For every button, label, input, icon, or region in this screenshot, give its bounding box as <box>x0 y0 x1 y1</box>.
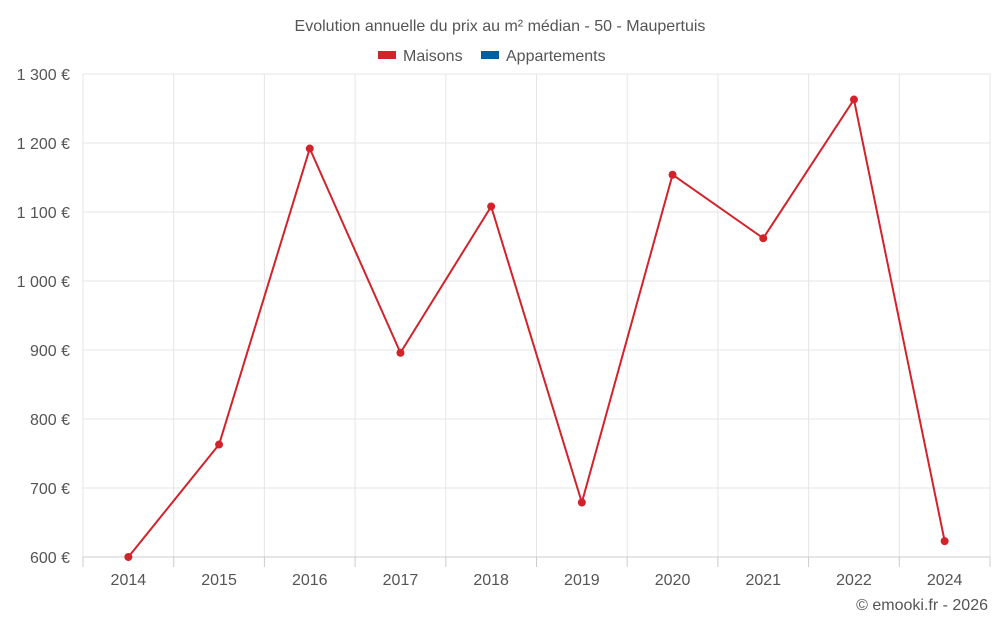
legend-item-appartements[interactable]: Appartements <box>481 48 606 65</box>
legend-label-maisons: Maisons <box>403 48 463 65</box>
x-tick-label: 2018 <box>473 572 509 589</box>
legend-label-appartements: Appartements <box>506 48 606 65</box>
legend: Maisons Appartements <box>378 48 606 65</box>
x-tick-label: 2021 <box>745 572 781 589</box>
y-tick-label: 800 € <box>30 412 70 429</box>
series-maisons <box>124 95 949 561</box>
data-point-maisons[interactable] <box>305 144 314 153</box>
y-tick-label: 600 € <box>30 550 70 567</box>
chart-title: Evolution annuelle du prix au m² médian … <box>295 18 706 35</box>
x-tick-label: 2017 <box>383 572 419 589</box>
legend-item-maisons[interactable]: Maisons <box>378 48 463 65</box>
data-point-maisons[interactable] <box>668 170 677 179</box>
data-point-maisons[interactable] <box>849 95 858 104</box>
y-tick-label: 1 200 € <box>17 136 70 153</box>
legend-swatch-maisons <box>378 51 396 59</box>
series-line-maisons <box>127 98 946 558</box>
x-axis-ticks: 2014 2015 2016 2017 2018 2019 2020 2021 2022 2024 <box>111 572 963 589</box>
y-tick-label: 1 000 € <box>17 274 70 291</box>
x-tick-label: 2024 <box>927 572 963 589</box>
axes <box>82 556 991 567</box>
x-tick-label: 2014 <box>111 572 147 589</box>
legend-swatch-appartements <box>481 51 499 59</box>
x-tick-label: 2019 <box>564 572 600 589</box>
data-point-maisons[interactable] <box>396 348 405 357</box>
data-point-maisons[interactable] <box>487 202 496 211</box>
y-tick-label: 1 100 € <box>17 205 70 222</box>
data-point-maisons[interactable] <box>124 553 133 561</box>
credit-text: © emooki.fr - 2026 <box>856 597 988 614</box>
x-tick-label: 2015 <box>201 572 237 589</box>
data-point-maisons[interactable] <box>215 440 224 449</box>
data-point-maisons[interactable] <box>940 537 949 546</box>
data-point-maisons[interactable] <box>759 234 768 243</box>
x-tick-label: 2016 <box>292 572 328 589</box>
x-tick-label: 2022 <box>836 572 872 589</box>
y-axis-ticks: 600 € 700 € 800 € 900 € 1 000 € 1 100 € 1 200 … <box>17 67 70 567</box>
data-point-maisons[interactable] <box>577 498 586 507</box>
y-tick-label: 900 € <box>30 343 70 360</box>
x-tick-label: 2020 <box>655 572 691 589</box>
y-tick-label: 1 300 € <box>17 67 70 84</box>
gridlines <box>82 73 991 557</box>
y-tick-label: 700 € <box>30 481 70 498</box>
